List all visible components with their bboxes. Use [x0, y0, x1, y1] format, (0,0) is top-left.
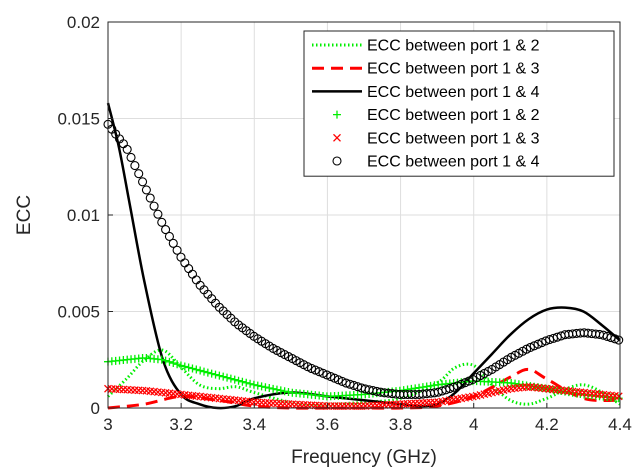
legend-item: ECC between port 1 & 4: [312, 84, 540, 101]
y-tick-label: 0.02: [67, 13, 100, 32]
plus-marker: [269, 384, 278, 393]
x-tick-label: 3.8: [389, 415, 413, 434]
circle-marker: [130, 161, 140, 171]
circle-marker: [149, 201, 159, 211]
plus-marker: [207, 369, 216, 378]
circle-marker: [157, 217, 167, 227]
y-axis-label: ECC: [14, 195, 35, 235]
plus-marker: [261, 383, 270, 392]
circle-marker: [610, 334, 620, 344]
circle-marker: [141, 185, 151, 195]
plus-marker: [188, 364, 197, 373]
circle-marker: [449, 382, 459, 392]
plus-marker: [223, 373, 232, 382]
legend-item: ECC between port 1 & 3: [333, 130, 540, 147]
legend-item: ECC between port 1 & 4: [332, 154, 540, 171]
plus-marker: [333, 110, 341, 119]
y-tick-label: 0: [91, 399, 100, 418]
legend-label: ECC between port 1 & 4: [367, 154, 540, 171]
plus-marker: [200, 367, 208, 376]
legend-item: ECC between port 1 & 2: [333, 107, 540, 124]
plus-marker: [246, 379, 255, 388]
legend-box: [303, 30, 615, 177]
circle-marker: [172, 245, 182, 255]
y-tick-label: 0.005: [57, 303, 100, 322]
plus-marker: [173, 360, 182, 369]
plus-marker: [249, 380, 258, 389]
plus-marker: [230, 375, 239, 384]
plus-marker: [161, 356, 170, 365]
circle-marker: [138, 177, 148, 187]
plus-marker: [238, 377, 247, 386]
plus-marker: [280, 387, 289, 396]
legend-label: ECC between port 1 & 3: [367, 61, 540, 78]
x-tick-label: 4.2: [535, 415, 559, 434]
plus-marker: [169, 359, 178, 368]
circle-marker: [134, 169, 144, 179]
legend-label: ECC between port 1 & 2: [367, 107, 540, 124]
circle-marker: [126, 152, 136, 163]
x-marker: [333, 133, 341, 142]
plus-marker: [215, 371, 224, 380]
x-tick-label: 3.2: [169, 415, 193, 434]
series-5: [104, 383, 623, 411]
x-tick-label: 3.6: [316, 415, 340, 434]
series-6: [103, 119, 624, 400]
plus-marker: [192, 365, 201, 374]
legend-label: ECC between port 1 & 4: [367, 84, 540, 101]
x-axis-label: Frequency (GHz): [291, 447, 437, 468]
plus-marker: [180, 362, 189, 371]
x-tick-label: 3.4: [242, 415, 266, 434]
plus-marker: [219, 372, 228, 381]
legend-item: ECC between port 1 & 2: [312, 38, 540, 55]
plus-marker: [242, 378, 251, 387]
y-tick-label: 0.01: [67, 206, 100, 225]
series-line: [106, 348, 621, 406]
plus-marker: [196, 366, 205, 375]
plus-marker: [203, 368, 212, 377]
plus-marker: [184, 363, 193, 372]
legend-label: ECC between port 1 & 3: [367, 130, 540, 147]
circle-marker: [164, 231, 174, 242]
x-tick-label: 4.4: [608, 415, 632, 434]
circle-marker: [145, 193, 155, 203]
plus-marker: [176, 361, 185, 370]
plus-marker: [257, 382, 266, 391]
plus-marker: [272, 385, 281, 394]
plus-marker: [165, 357, 174, 366]
series-1: [106, 348, 621, 406]
series-layer: [103, 102, 624, 411]
x-marker: [614, 392, 623, 401]
plus-marker: [265, 384, 274, 393]
circle-marker: [614, 335, 624, 345]
legend-label: ECC between port 1 & 2: [367, 38, 540, 55]
plus-marker: [226, 374, 235, 383]
legend-item: ECC between port 1 & 3: [312, 61, 540, 78]
x-tick-label: 4: [469, 415, 478, 434]
plus-marker: [211, 370, 220, 379]
plus-marker: [276, 386, 285, 395]
axis-ticks: 3 3.2 3.4 3.6 3.8 4 4.2 4.4 0 0.005 0.01 0.015 0.02: [57, 13, 631, 434]
circle-marker: [122, 144, 132, 154]
y-tick-label: 0.015: [57, 110, 100, 129]
plus-marker: [157, 355, 166, 364]
circle-marker: [161, 225, 171, 235]
plus-marker: [284, 388, 293, 397]
circle-marker: [153, 209, 163, 219]
circle-marker: [332, 156, 342, 166]
legend: ECC between port 1 & 2 ECC between port 1…: [303, 30, 615, 177]
plus-marker: [234, 376, 243, 385]
x-tick-label: 3: [103, 415, 112, 434]
plus-marker: [253, 381, 262, 390]
series-4: [104, 354, 623, 403]
circle-marker: [168, 238, 178, 248]
